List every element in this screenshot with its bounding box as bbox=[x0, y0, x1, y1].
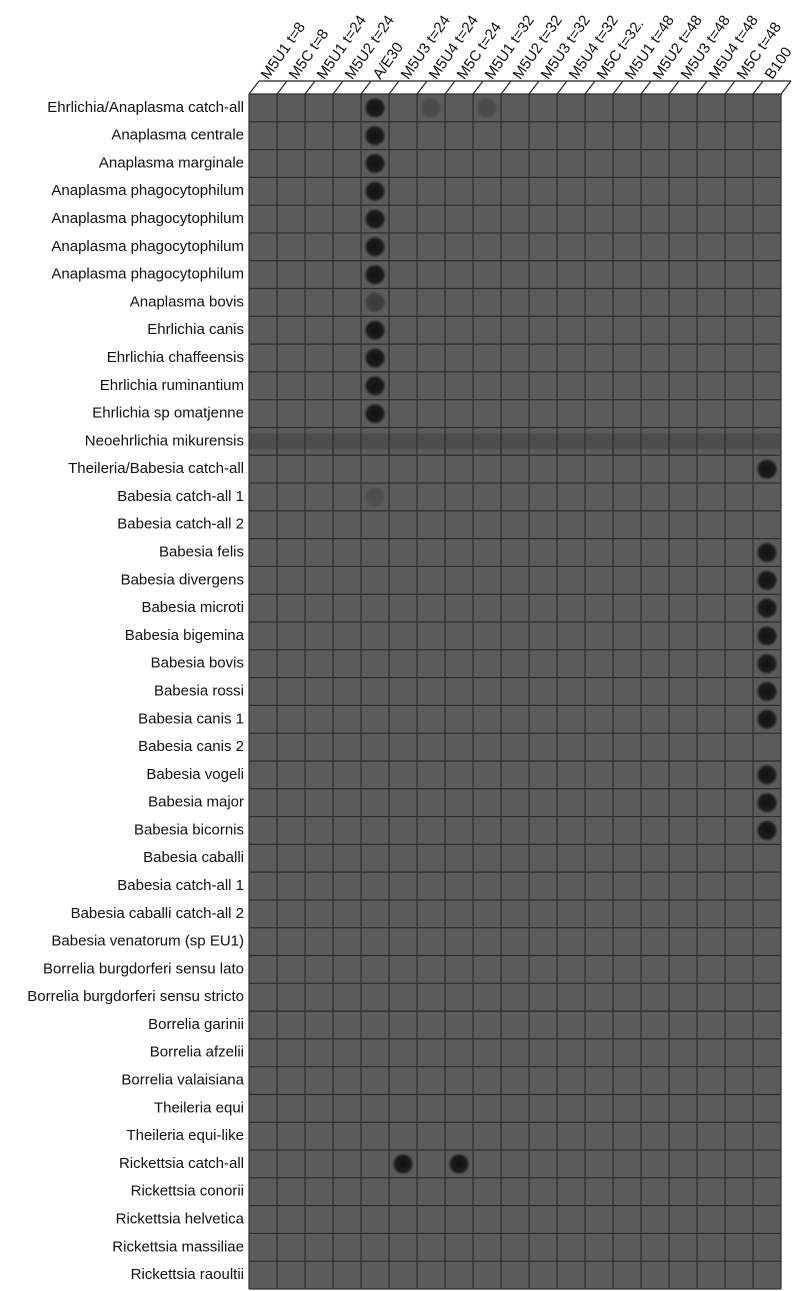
band bbox=[249, 433, 781, 449]
header-divider bbox=[333, 81, 343, 94]
row-label: Ehrlichia canis bbox=[147, 321, 244, 338]
header-divider bbox=[501, 81, 511, 94]
header-divider bbox=[669, 81, 679, 94]
spot bbox=[364, 347, 386, 369]
row-label: Babesia venatorum (sp EU1) bbox=[51, 933, 244, 950]
spot bbox=[364, 236, 386, 258]
spot bbox=[364, 152, 386, 174]
spot bbox=[392, 1153, 414, 1175]
header-divider bbox=[529, 81, 539, 94]
header-divider bbox=[557, 81, 567, 94]
row-label: Neoehrlichia mikurensis bbox=[85, 432, 244, 449]
spot bbox=[448, 1153, 470, 1175]
spot bbox=[756, 597, 778, 619]
spot bbox=[364, 264, 386, 286]
row-label: Babesia major bbox=[148, 794, 244, 811]
row-label: Theileria equi-like bbox=[126, 1127, 244, 1144]
spot bbox=[756, 819, 778, 841]
spot bbox=[756, 458, 778, 480]
membrane bbox=[249, 94, 781, 1289]
spot bbox=[364, 97, 386, 119]
spot bbox=[364, 403, 386, 425]
row-label: Babesia catch-all 1 bbox=[117, 877, 244, 894]
row-label: Babesia rossi bbox=[154, 682, 244, 699]
spot bbox=[756, 792, 778, 814]
row-label: Anaplasma phagocytophilum bbox=[51, 210, 244, 227]
header-divider bbox=[305, 81, 315, 94]
row-label: Anaplasma phagocytophilum bbox=[51, 182, 244, 199]
spot bbox=[420, 97, 442, 119]
page: {"columns": ["M5U1 t=8", "M5C t=8", "M5U… bbox=[0, 0, 796, 1291]
header-divider bbox=[613, 81, 623, 94]
row-label: Rickettsia catch-all bbox=[119, 1155, 244, 1172]
header-divider bbox=[445, 81, 455, 94]
spot bbox=[756, 542, 778, 564]
row-label: Anaplasma marginale bbox=[99, 154, 244, 171]
row-label: Borrelia garinii bbox=[148, 1016, 244, 1033]
header-divider bbox=[585, 81, 595, 94]
row-label: Anaplasma phagocytophilum bbox=[51, 238, 244, 255]
spot bbox=[476, 97, 498, 119]
spot bbox=[364, 291, 386, 313]
header-divider bbox=[697, 81, 707, 94]
spot bbox=[364, 375, 386, 397]
row-label: Rickettsia helvetica bbox=[116, 1210, 245, 1227]
row-label: Babesia catch-all 1 bbox=[117, 488, 244, 505]
spot bbox=[756, 625, 778, 647]
blot-figure: Ehrlichia/Anaplasma catch-all Anaplasma c… bbox=[0, 0, 796, 1291]
spot bbox=[364, 319, 386, 341]
row-label: Borrelia burgdorferi sensu stricto bbox=[27, 988, 244, 1005]
row-label: Ehrlichia sp omatjenne bbox=[92, 405, 244, 422]
row-label: Babesia caballi bbox=[143, 849, 244, 866]
row-label: Rickettsia conorii bbox=[131, 1183, 244, 1200]
row-label: Babesia canis 2 bbox=[138, 738, 244, 755]
row-label: Theileria equi bbox=[154, 1099, 244, 1116]
row-label: Babesia microti bbox=[141, 599, 244, 616]
header-divider bbox=[417, 81, 427, 94]
header-divider bbox=[473, 81, 483, 94]
spot bbox=[364, 208, 386, 230]
header-divider bbox=[249, 81, 259, 94]
row-label: Babesia vogeli bbox=[146, 766, 244, 783]
row-label: Rickettsia raoultii bbox=[131, 1266, 244, 1283]
spot bbox=[756, 569, 778, 591]
row-label: Babesia bicornis bbox=[134, 821, 244, 838]
header-divider bbox=[725, 81, 735, 94]
row-label: Anaplasma bovis bbox=[130, 293, 244, 310]
spot bbox=[756, 681, 778, 703]
row-label: Babesia divergens bbox=[121, 571, 244, 588]
header-divider bbox=[641, 81, 651, 94]
header-divider bbox=[753, 81, 763, 94]
header-divider bbox=[389, 81, 399, 94]
spot bbox=[364, 125, 386, 147]
row-label: Babesia bigemina bbox=[125, 627, 245, 644]
header-divider bbox=[361, 81, 371, 94]
spot bbox=[756, 708, 778, 730]
row-label: Rickettsia massiliae bbox=[112, 1238, 244, 1255]
spot bbox=[756, 764, 778, 786]
header-divider bbox=[781, 81, 791, 94]
spot bbox=[364, 180, 386, 202]
header-divider bbox=[277, 81, 287, 94]
spot bbox=[364, 486, 386, 508]
row-label: Babesia canis 1 bbox=[138, 710, 244, 727]
row-label: Ehrlichia/Anaplasma catch-all bbox=[47, 99, 244, 116]
row-label: Borrelia valaisiana bbox=[121, 1072, 244, 1089]
row-label: Babesia felis bbox=[159, 544, 244, 561]
row-label: Borrelia afzelii bbox=[150, 1044, 244, 1061]
row-label: Babesia caballi catch-all 2 bbox=[71, 905, 244, 922]
row-label: Ehrlichia chaffeensis bbox=[107, 349, 244, 366]
row-label: Babesia catch-all 2 bbox=[117, 516, 244, 533]
row-label: Ehrlichia ruminantium bbox=[100, 377, 244, 394]
row-label: Anaplasma centrale bbox=[111, 127, 244, 144]
row-label: Theileria/Babesia catch-all bbox=[68, 460, 244, 477]
row-label: Babesia bovis bbox=[151, 655, 244, 672]
row-label: Anaplasma phagocytophilum bbox=[51, 266, 244, 283]
spot bbox=[756, 653, 778, 675]
row-label: Borrelia burgdorferi sensu lato bbox=[43, 960, 244, 977]
